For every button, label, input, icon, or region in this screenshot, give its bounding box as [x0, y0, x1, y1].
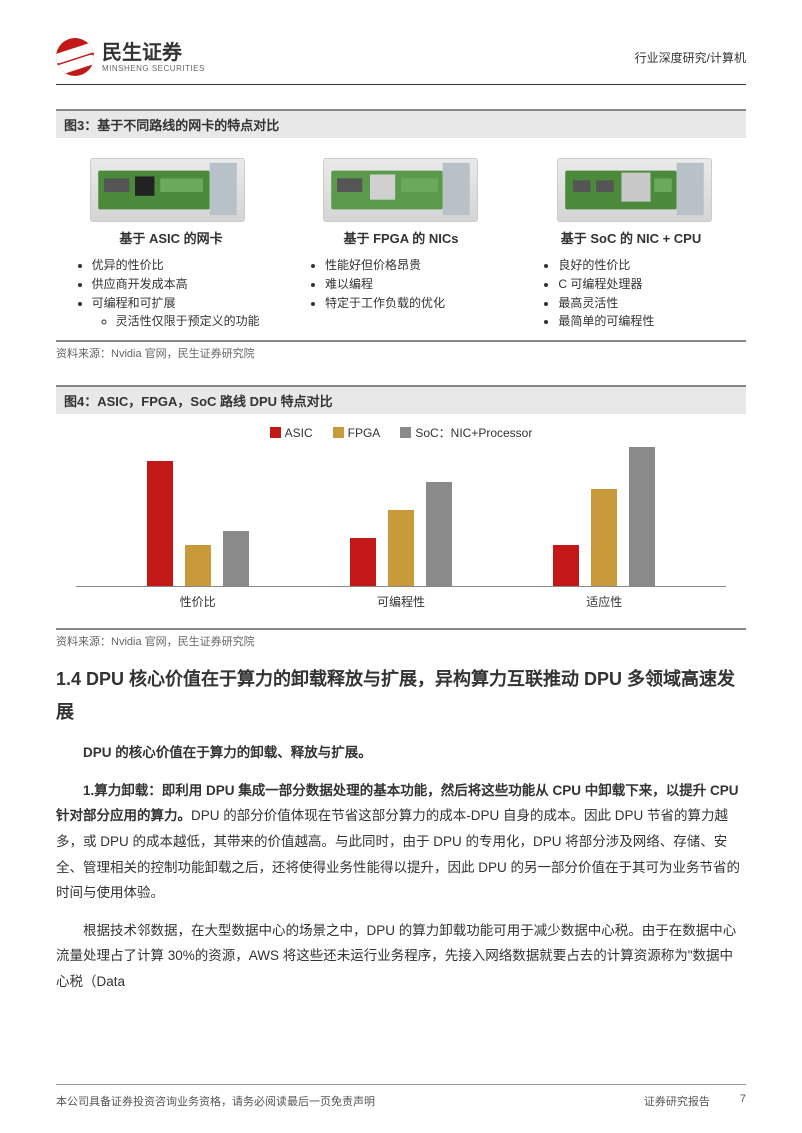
- nic-title-asic: 基于 ASIC 的网卡: [81, 228, 261, 247]
- bar: [147, 461, 173, 586]
- nic-card-asic-image: [90, 158, 245, 222]
- logo-subtext: MINSHENG SECURITIES: [102, 64, 205, 73]
- bar: [350, 538, 376, 587]
- legend-swatch: [400, 427, 411, 438]
- nic-card-titles: 基于 ASIC 的网卡 基于 FPGA 的 NICs 基于 SoC 的 NIC …: [56, 228, 746, 247]
- figure-3: 图3：基于不同路线的网卡的特点对比 基于 ASIC 的网卡 基于 FPGA 的 …: [56, 109, 746, 361]
- bar: [185, 545, 211, 587]
- x-label: 性价比: [128, 593, 268, 610]
- legend-fpga: FPGA: [333, 424, 381, 441]
- list-item: 良好的性价比: [558, 257, 734, 274]
- bar-chart: [76, 447, 726, 587]
- nic-title-fpga: 基于 FPGA 的 NICs: [311, 228, 491, 247]
- bar: [553, 545, 579, 587]
- features-asic: 优异的性价比 供应商开发成本高 可编程和可扩展 灵活性仅限于预定义的功能: [68, 257, 268, 332]
- list-item: 可编程和可扩展 灵活性仅限于预定义的功能: [92, 295, 268, 331]
- body-paragraph-3: 根据技术邻数据，在大型数据中心的场景之中，DPU 的算力卸载功能可用于减少数据中…: [56, 918, 746, 995]
- nic-card-soc-image: [557, 158, 712, 222]
- page-footer: 本公司具备证券投资咨询业务资格，请务必阅读最后一页免责声明 证券研究报告 7: [56, 1093, 746, 1109]
- nic-card-fpga-image: [323, 158, 478, 222]
- bar-chart-container: ASIC FPGA SoC：NIC+Processor 性价比 可编程性 适应性: [56, 414, 746, 620]
- list-item: 供应商开发成本高: [92, 276, 268, 293]
- figure-3-source: 资料来源：Nvidia 官网，民生证券研究院: [56, 340, 746, 361]
- bar: [591, 489, 617, 586]
- x-label: 可编程性: [331, 593, 471, 610]
- figure-3-title: 图3：基于不同路线的网卡的特点对比: [56, 109, 746, 138]
- figure-4-source: 资料来源：Nvidia 官网，民生证券研究院: [56, 628, 746, 649]
- x-label: 适应性: [534, 593, 674, 610]
- body-paragraph-1: DPU 的核心价值在于算力的卸载、释放与扩展。: [56, 740, 746, 766]
- bar-x-labels: 性价比 可编程性 适应性: [76, 593, 726, 610]
- list-item: 难以编程: [325, 276, 501, 293]
- logo-text: 民生证券: [102, 42, 205, 64]
- bar-group: [147, 447, 249, 586]
- page-header: 民生证券 MINSHENG SECURITIES 行业深度研究/计算机: [56, 38, 746, 85]
- nic-features-row: 优异的性价比 供应商开发成本高 可编程和可扩展 灵活性仅限于预定义的功能 性能好…: [56, 257, 746, 332]
- list-item: 最高灵活性: [558, 295, 734, 312]
- legend-swatch: [333, 427, 344, 438]
- legend-soc: SoC：NIC+Processor: [400, 424, 532, 441]
- page-number: 7: [740, 1093, 746, 1109]
- chart-legend: ASIC FPGA SoC：NIC+Processor: [76, 424, 726, 441]
- nic-title-soc: 基于 SoC 的 NIC + CPU: [541, 228, 721, 247]
- footer-disclaimer: 本公司具备证券投资咨询业务资格，请务必阅读最后一页免责声明: [56, 1093, 375, 1109]
- list-item: 特定于工作负载的优化: [325, 295, 501, 312]
- bar-group: [553, 447, 655, 586]
- logo-block: 民生证券 MINSHENG SECURITIES: [56, 38, 205, 76]
- features-fpga: 性能好但价格昂贵 难以编程 特定于工作负载的优化: [301, 257, 501, 332]
- list-item-sub: 灵活性仅限于预定义的功能: [116, 313, 292, 330]
- list-item: 优异的性价比: [92, 257, 268, 274]
- legend-swatch: [270, 427, 281, 438]
- body-paragraph-2: 1.算力卸载：即利用 DPU 集成一部分数据处理的基本功能，然后将这些功能从 C…: [56, 778, 746, 906]
- bar: [629, 447, 655, 586]
- bar: [223, 531, 249, 587]
- bar: [388, 510, 414, 586]
- section-heading-1-4: 1.4 DPU 核心价值在于算力的卸载释放与扩展，异构算力互联推动 DPU 多领…: [56, 663, 746, 728]
- list-item: 性能好但价格昂贵: [325, 257, 501, 274]
- bar-group: [350, 447, 452, 586]
- footer-divider: [56, 1084, 746, 1085]
- features-soc: 良好的性价比 C 可编程处理器 最高灵活性 最简单的可编程性: [534, 257, 734, 332]
- list-item: C 可编程处理器: [558, 276, 734, 293]
- nic-cards-row: [56, 158, 746, 222]
- legend-asic: ASIC: [270, 424, 313, 441]
- logo-icon: [56, 38, 94, 76]
- bar: [426, 482, 452, 586]
- figure-4-title: 图4：ASIC，FPGA，SoC 路线 DPU 特点对比: [56, 385, 746, 414]
- footer-report-label: 证券研究报告: [644, 1093, 710, 1109]
- list-item: 最简单的可编程性: [558, 313, 734, 330]
- header-category: 行业深度研究/计算机: [635, 49, 746, 66]
- figure-4: 图4：ASIC，FPGA，SoC 路线 DPU 特点对比 ASIC FPGA S…: [56, 385, 746, 649]
